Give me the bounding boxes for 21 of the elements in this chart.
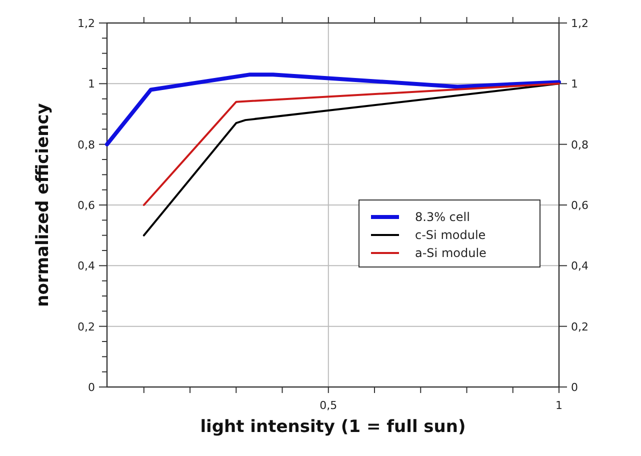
legend-label: a-Si module xyxy=(415,246,486,260)
y-tick-label: 0 xyxy=(88,381,95,394)
y-axis-title: normalized efficiency xyxy=(33,103,53,307)
y-tick-label: 0,2 xyxy=(78,320,95,334)
y2-tick-label: 1,2 xyxy=(571,17,588,30)
line-series xyxy=(105,72,561,146)
y-tick-label: 0,6 xyxy=(78,199,95,212)
legend-label: c-Si module xyxy=(415,228,486,242)
y2-tick-label: 0,8 xyxy=(571,138,588,152)
y-tick-label: 1 xyxy=(88,78,95,91)
y2-tick-label: 1 xyxy=(571,78,578,91)
y-tick-label: 0,8 xyxy=(78,138,95,152)
y2-tick-label: 0,2 xyxy=(571,320,588,334)
y-tick-label: 1,2 xyxy=(78,17,95,30)
y2-tick-label: 0,4 xyxy=(571,260,588,273)
y2-tick-label: 0 xyxy=(571,381,578,394)
y-tick-label: 0,4 xyxy=(78,260,95,273)
x-axis-title: light intensity (1 = full sun) xyxy=(200,417,466,437)
legend-label: 8.3% cell xyxy=(415,210,470,224)
y2-tick-label: 0,6 xyxy=(571,199,588,212)
x-tick-label: 0,5 xyxy=(320,399,338,412)
